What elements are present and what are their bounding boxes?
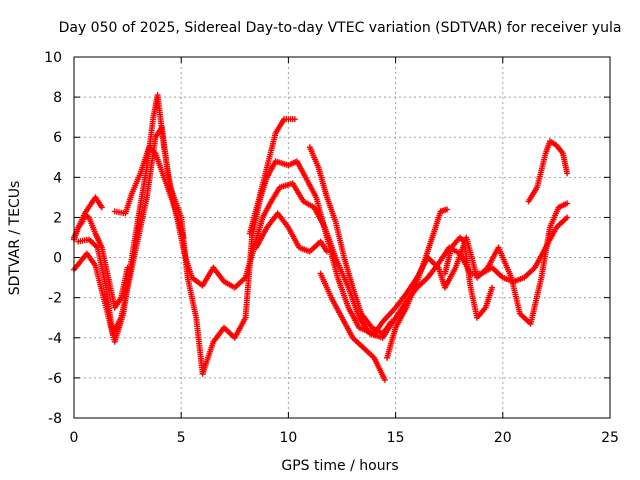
- y-tick-label: -8: [48, 411, 62, 427]
- series-trace-4: [111, 144, 187, 241]
- y-axis-label: SDTVAR / TECUs: [7, 181, 23, 296]
- data-point: [124, 264, 131, 271]
- data-point: [564, 170, 571, 177]
- y-tick-label: -2: [48, 291, 62, 307]
- x-tick-label: 20: [494, 430, 512, 446]
- x-tick-label: 5: [177, 430, 186, 446]
- series-trace-2: [71, 92, 571, 377]
- data-point: [151, 149, 158, 156]
- data-point: [564, 200, 571, 207]
- series-trace-8: [317, 270, 388, 383]
- plot-frame: [73, 56, 611, 419]
- y-tick-label: -4: [48, 331, 62, 347]
- data-point: [444, 206, 451, 213]
- series-trace-11: [525, 138, 571, 205]
- y-tick-label: 2: [53, 210, 62, 226]
- data-marks: [71, 92, 571, 383]
- chart-title: Day 050 of 2025, Sidereal Day-to-day VTE…: [59, 20, 622, 36]
- data-point: [388, 318, 395, 325]
- y-tick-label: 6: [53, 130, 62, 146]
- x-tick-label: 10: [279, 430, 297, 446]
- series-trace-9: [384, 206, 451, 361]
- data-point: [564, 214, 571, 221]
- y-tick-label: 10: [44, 50, 62, 66]
- data-point: [98, 204, 105, 211]
- series-trace-12: [71, 212, 131, 311]
- y-tick-label: -6: [48, 371, 62, 387]
- x-tick-label: 15: [387, 430, 405, 446]
- series-trace-7: [306, 144, 395, 337]
- series-trace-6: [253, 210, 330, 255]
- data-point: [323, 248, 330, 255]
- y-tick-label: 4: [53, 170, 62, 186]
- data-point: [489, 284, 496, 291]
- data-point: [381, 376, 388, 383]
- data-point: [291, 116, 298, 123]
- axis-ticks: 0 5 10 15 20 25 -8 -6 -4 -2 0 2 4 6 8 10: [44, 50, 619, 446]
- x-axis-label: GPS time / hours: [281, 458, 398, 474]
- y-tick-label: 8: [53, 90, 62, 106]
- series-trace-5: [246, 116, 298, 237]
- y-tick-label: 0: [53, 251, 62, 267]
- series-trace-10: [441, 234, 496, 321]
- x-tick-label: 0: [70, 430, 79, 446]
- grid: [74, 57, 610, 418]
- data-point: [180, 234, 187, 241]
- x-tick-label: 25: [601, 430, 619, 446]
